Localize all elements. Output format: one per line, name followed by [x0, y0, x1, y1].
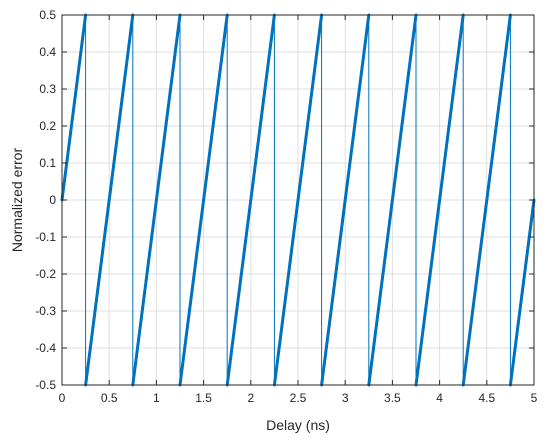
y-tick-label: -0.3 [35, 304, 56, 318]
series-layer [60, 13, 536, 387]
x-tick-label: 4 [436, 391, 443, 405]
y-axis-label: Normalized error [9, 148, 25, 253]
x-tick-label: 2.5 [290, 391, 307, 405]
x-tick-label: 3.5 [384, 391, 401, 405]
y-tick-label: 0.2 [39, 119, 56, 133]
x-tick-label: 3 [342, 391, 349, 405]
series-ramp-segment [225, 13, 276, 387]
y-tick-label: 0.3 [39, 82, 56, 96]
series-ramp-segment [461, 13, 512, 387]
x-tick-label: 1.5 [195, 391, 212, 405]
y-tick-label: -0.4 [35, 341, 56, 355]
series-ramp-segment [272, 13, 324, 387]
series-ramp-segment [131, 13, 182, 387]
x-tick-label: 0 [59, 391, 66, 405]
y-tick-label: -0.5 [35, 378, 56, 392]
series-ramp-segment [84, 13, 135, 387]
x-tick-label: 2 [247, 391, 254, 405]
series-ramp-segment [414, 13, 465, 387]
y-tick-label: -0.1 [35, 230, 56, 244]
x-tick-label: 1 [153, 391, 160, 405]
series-ramp-segment [367, 13, 418, 387]
series-ramp-segment [60, 13, 88, 202]
x-tick-label: 5 [531, 391, 538, 405]
y-tick-label: 0.4 [39, 45, 56, 59]
series-ramp-segment [178, 13, 229, 387]
y-tick-label: -0.2 [35, 267, 56, 281]
x-axis-label: Delay (ns) [266, 417, 330, 433]
x-tick-label: 0.5 [101, 391, 118, 405]
ticks: 0 0.5 1 1.5 2 2.5 3 3.5 4 4.5 5 -0.5 -0.4 -0.3 -0.2 -0.… [35, 8, 537, 405]
x-tick-label: 4.5 [478, 391, 495, 405]
y-tick-label: 0.1 [39, 156, 56, 170]
series-ramp-segment [320, 13, 371, 387]
y-tick-label: 0 [49, 193, 56, 207]
y-tick-label: 0.5 [39, 8, 56, 22]
series-ramp-segment [508, 198, 536, 387]
